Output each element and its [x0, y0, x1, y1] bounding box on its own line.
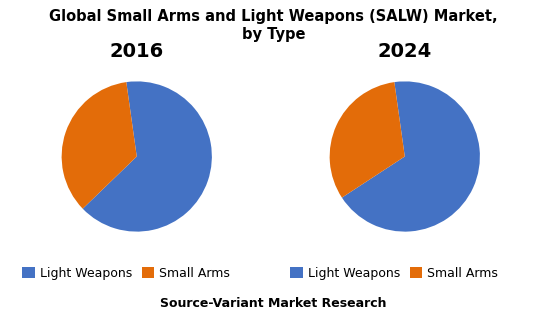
- Legend: Light Weapons, Small Arms: Light Weapons, Small Arms: [285, 262, 503, 285]
- Wedge shape: [330, 82, 405, 198]
- Wedge shape: [342, 81, 480, 232]
- Text: Global Small Arms and Light Weapons (SALW) Market,
by Type: Global Small Arms and Light Weapons (SAL…: [49, 9, 498, 42]
- Title: 2024: 2024: [377, 42, 432, 61]
- Wedge shape: [83, 81, 212, 232]
- Title: 2016: 2016: [109, 42, 164, 61]
- Text: Source-Variant Market Research: Source-Variant Market Research: [160, 297, 387, 310]
- Legend: Light Weapons, Small Arms: Light Weapons, Small Arms: [17, 262, 235, 285]
- Wedge shape: [62, 82, 137, 209]
